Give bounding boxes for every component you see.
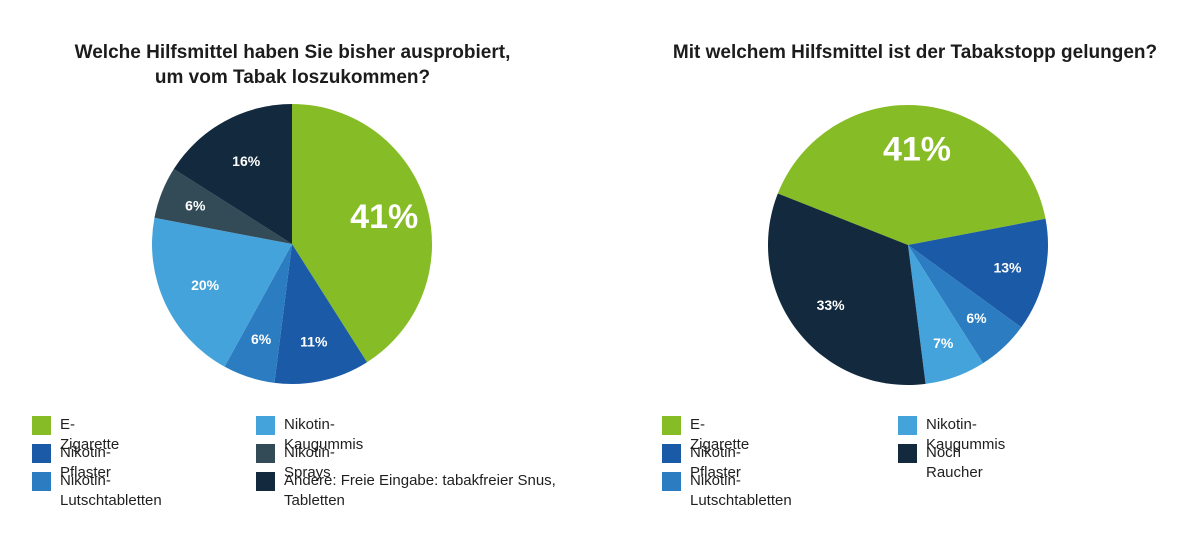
chart-successful-aid: Mit welchem Hilfsmittel ist der Tabaksto… [600, 0, 1200, 545]
pie-slice-nikotin-kaugummis [908, 245, 984, 384]
pie-slice-andere-freie-eingabe-tabakfreier-snus-tabletten [173, 104, 292, 244]
legend-item-nikotin-pflaster: Nikotin-Pflaster [662, 443, 741, 483]
legend-label: E-Zigarette [60, 416, 120, 453]
legend-swatch [898, 444, 917, 463]
legend-item-nikotin-sprays: Nikotin-Sprays [256, 443, 335, 483]
pie-slice-nikotin-pflaster [274, 244, 368, 385]
legend-swatch [662, 444, 681, 463]
data-label: 6% [966, 310, 987, 326]
legend-label: Nikotin-Kaugummis [284, 416, 364, 453]
pie-slice-nikotin-kaugummis [152, 217, 292, 367]
data-label: 16% [232, 153, 261, 169]
legend-item-nikotin-kaugummis: Nikotin-Kaugummis [898, 415, 1005, 455]
legend-label: Noch Raucher [926, 444, 983, 481]
chart-tried-aids: Welche Hilfsmittel haben Sie bisher ausp… [20, 40, 576, 511]
pie-chart: 41% 11% 6% 20% 6% 16% [152, 104, 433, 385]
chart-title-line-1: Mit welchem Hilfsmittel ist der Tabaksto… [672, 42, 1158, 63]
legend-swatch [32, 444, 51, 463]
legend-item-nikotin-pflaster: Nikotin-Pflaster [32, 443, 111, 483]
legend-item-nikotin-lutschtabletten: Nikotin-Lutschtabletten [32, 471, 162, 511]
legend-item-nikotin-kaugummis: Nikotin-Kaugummis [256, 415, 363, 455]
pie-slice-e-zigarette [292, 104, 433, 363]
data-label: 13% [993, 259, 1022, 275]
chart-title: Welche Hilfsmittel haben Sie bisher ausp… [20, 40, 565, 90]
data-label: 6% [251, 331, 272, 347]
legend-label: Nikotin-Pflaster [60, 444, 111, 481]
data-label: 7% [933, 335, 954, 351]
legend-label: Andere: Freie Eingabe: tabakfreier Snus,… [284, 472, 556, 509]
pie-slice-nikotin-lutschtabletten [908, 245, 1022, 364]
legend-label: Nikotin-Pflaster [690, 444, 741, 481]
pie-slice-nikotin-pflaster [908, 218, 1048, 328]
legend-swatch [32, 472, 51, 491]
chart-title-line-2: um vom Tabak loszukommen? [154, 67, 431, 88]
legend-item-nikotin-lutschtabletten: Nikotin-Lutschtabletten [662, 471, 792, 511]
pie-chart: 41% 13% 6% 7% 33% [767, 104, 1048, 386]
pie-slice-noch-raucher [767, 193, 926, 386]
legend-swatch [32, 416, 51, 435]
chart-title-line-1: Welche Hilfsmittel haben Sie bisher ausp… [74, 42, 511, 63]
legend-swatch [256, 444, 275, 463]
chart-title: Mit welchem Hilfsmittel ist der Tabaksto… [640, 40, 1190, 65]
legend-item-andere: Andere: Freie Eingabe: tabakfreier Snus,… [256, 471, 576, 511]
legend-label: Nikotin-Kaugummis [926, 416, 1006, 453]
data-label: 41% [350, 198, 418, 236]
pie-slice-e-zigarette [777, 104, 1046, 245]
data-label: 6% [185, 198, 206, 214]
legend-swatch [898, 416, 917, 435]
data-label: 33% [817, 297, 846, 313]
data-label: 41% [883, 130, 951, 168]
legend-label: Nikotin-Sprays [284, 444, 335, 481]
legend-swatch [662, 472, 681, 491]
legend-item-noch-raucher: Noch Raucher [898, 443, 983, 483]
pie-slice-nikotin-sprays [154, 168, 292, 244]
data-label: 20% [191, 277, 220, 293]
data-label: 11% [300, 334, 328, 350]
pie-slice-nikotin-lutschtabletten [224, 244, 292, 383]
legend-swatch [256, 416, 275, 435]
legend-label: E-Zigarette [690, 416, 750, 453]
legend-item-e-zigarette: E-Zigarette [662, 415, 749, 455]
legend-label: Nikotin-Lutschtabletten [60, 472, 162, 509]
legend-item-e-zigarette: E-Zigarette [32, 415, 119, 455]
legend-swatch [662, 416, 681, 435]
legend-label: Nikotin-Lutschtabletten [690, 472, 792, 509]
legend-swatch [256, 472, 275, 491]
